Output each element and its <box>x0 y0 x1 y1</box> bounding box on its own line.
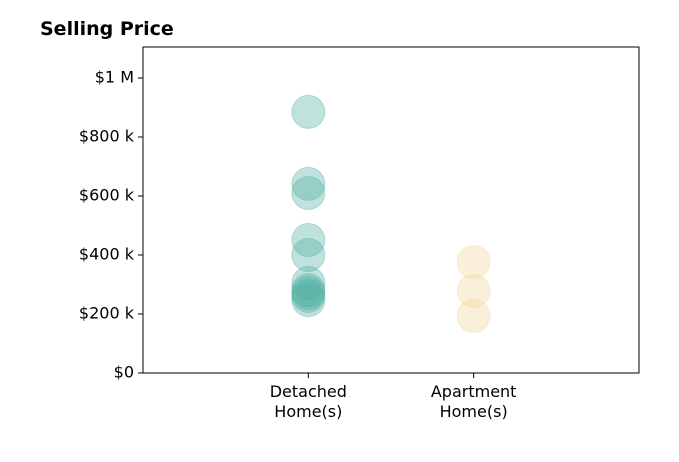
x-tick-label: Detached Home(s) <box>269 382 347 421</box>
x-tick-label: Apartment Home(s) <box>430 382 517 421</box>
y-tick-label: $400 k <box>79 244 135 263</box>
point <box>291 176 326 211</box>
point <box>456 299 491 334</box>
point <box>291 266 326 301</box>
point <box>291 273 326 308</box>
point <box>291 237 326 272</box>
point <box>456 273 491 308</box>
point <box>291 222 326 257</box>
point <box>291 278 326 313</box>
y-tick-label: $800 k <box>79 126 135 145</box>
y-tick-label: $600 k <box>79 185 135 204</box>
y-tick-label: $0 <box>114 363 134 382</box>
point <box>291 283 326 318</box>
y-tick-label: $200 k <box>79 303 135 322</box>
point <box>291 276 326 311</box>
point <box>291 166 326 201</box>
y-tick-label: $1 M <box>95 67 134 86</box>
chart-title: Selling Price <box>40 18 174 40</box>
plot-frame <box>142 46 640 374</box>
point <box>291 94 326 129</box>
point <box>456 245 491 280</box>
